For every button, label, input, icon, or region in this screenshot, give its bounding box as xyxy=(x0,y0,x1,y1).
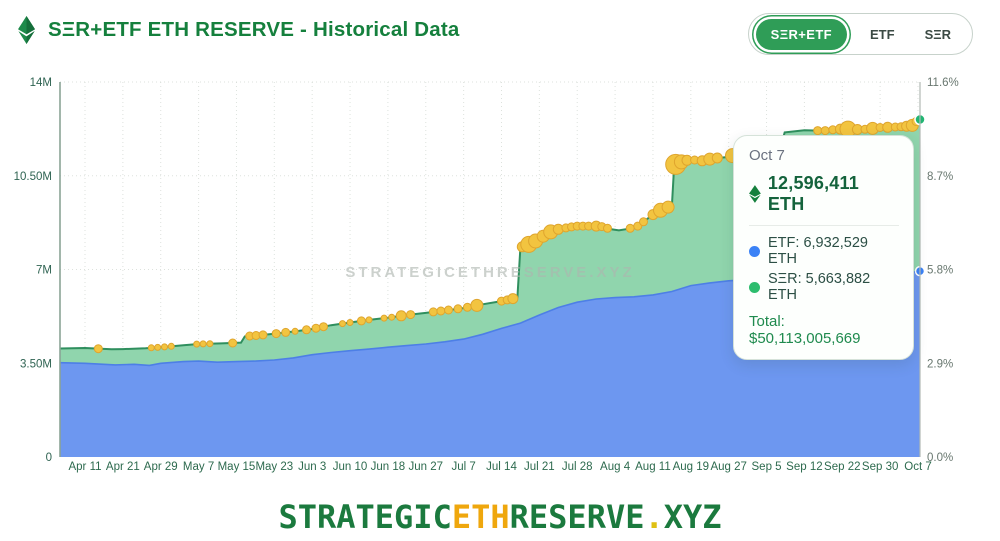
tooltip-divider xyxy=(749,225,899,226)
x-tick-label: Jul 28 xyxy=(562,461,593,473)
header: SΞR+ETF ETH RESERVE - Historical Data xyxy=(18,16,460,44)
y-right-tick-label: 2.9% xyxy=(927,358,953,370)
announcement-marker-dot xyxy=(302,325,311,335)
page-title: SΞR+ETF ETH RESERVE - Historical Data xyxy=(48,18,460,41)
announcement-marker-dot xyxy=(161,343,168,351)
announcement-marker-dot xyxy=(453,304,463,314)
footer-segment: XYZ xyxy=(663,498,722,536)
announcement-marker-dot xyxy=(258,330,268,340)
y-left-tick-label: 0 xyxy=(46,452,52,464)
x-tick-label: Aug 19 xyxy=(673,461,709,473)
x-tick-label: Aug 11 xyxy=(635,461,671,473)
x-tick-label: Oct 7 xyxy=(904,461,931,473)
y-left-tick-label: 3.50M xyxy=(20,358,52,370)
announcement-marker-dot xyxy=(444,305,453,315)
etf-legend-dot xyxy=(749,245,760,257)
y-right-tick-label: 5.8% xyxy=(927,265,953,277)
y-right-tick-label: 8.7% xyxy=(927,171,953,183)
announcement-marker-dot xyxy=(380,314,388,322)
x-tick-label: Sep 22 xyxy=(824,461,860,473)
announcement-marker-dot xyxy=(661,200,675,214)
x-tick-label: Jun 18 xyxy=(371,461,406,473)
announcement-marker-dot xyxy=(462,302,472,312)
x-tick-label: Aug 4 xyxy=(600,461,631,473)
x-tick-label: Jul 21 xyxy=(524,461,555,473)
announcement-marker-dot xyxy=(356,316,366,326)
announcement-marker-dot xyxy=(271,329,281,339)
announcement-marker-dot xyxy=(470,298,484,312)
ser-legend-dot xyxy=(749,281,760,293)
announcement-marker-dot xyxy=(603,223,612,233)
eth-diamond-icon xyxy=(749,185,761,203)
tooltip-total-eth: 12,596,411 ETH xyxy=(767,173,859,214)
announcement-marker-dot xyxy=(311,323,321,333)
x-tick-label: Jul 14 xyxy=(486,461,517,473)
x-tick-label: May 15 xyxy=(218,461,256,473)
announcement-marker-dot xyxy=(406,310,416,320)
announcement-marker-dot xyxy=(639,217,648,227)
y-left-tick-label: 7M xyxy=(36,265,52,277)
announcement-marker-dot xyxy=(167,342,175,350)
footer-segment: STRATEGIC xyxy=(278,498,452,536)
announcement-marker-dot xyxy=(820,126,830,136)
x-tick-label: May 23 xyxy=(255,461,293,473)
announcement-marker-dot xyxy=(319,322,328,332)
announcement-marker-dot xyxy=(193,340,201,348)
x-tick-label: Jul 7 xyxy=(451,461,475,473)
ethereum-logo-icon xyxy=(18,16,35,44)
tooltip-ser-value: SΞR: 5,663,882 ETH xyxy=(768,271,871,303)
x-tick-label: Sep 30 xyxy=(862,461,898,473)
toggle-ser-etf-button[interactable]: SΞR+ETF xyxy=(755,18,847,50)
announcement-marker-dot xyxy=(346,319,354,326)
y-left-tick-label: 14M xyxy=(30,77,52,89)
announcement-marker-dot xyxy=(625,223,635,233)
footer-segment: RESERVE xyxy=(509,498,645,536)
chart-tooltip: Oct 7 12,596,411 ETH ETF: 6,932,529 ETH … xyxy=(733,135,914,360)
announcement-marker-dot xyxy=(281,327,291,337)
announcement-marker-dot xyxy=(365,316,373,324)
x-tick-label: Jun 27 xyxy=(409,461,444,473)
tooltip-date: Oct 7 xyxy=(749,147,785,164)
announcement-marker-dot xyxy=(711,152,723,164)
announcement-marker-dot xyxy=(206,340,214,348)
etf-area xyxy=(60,271,921,457)
x-tick-label: Apr 29 xyxy=(144,461,178,473)
x-tick-label: May 7 xyxy=(183,461,214,473)
site-footer-logo: STRATEGICETHRESERVE.XYZ xyxy=(0,498,1000,536)
announcement-marker-dot xyxy=(147,344,155,352)
announcement-marker-dot xyxy=(93,344,103,354)
y-left-tick-label: 10.50M xyxy=(14,171,52,183)
tooltip-total-usd: Total: $50,113,005,669 xyxy=(749,313,861,347)
toggle-ser-button[interactable]: SΞR xyxy=(910,19,966,49)
footer-segment: ETH xyxy=(451,498,510,536)
ser-area xyxy=(60,119,921,366)
announcement-marker-dot xyxy=(813,126,823,136)
announcement-marker-dot xyxy=(339,320,346,328)
x-tick-label: Sep 5 xyxy=(752,461,782,473)
announcement-marker-dot xyxy=(428,307,438,317)
tooltip-etf-value: ETF: 6,932,529 ETH xyxy=(768,235,868,267)
toggle-etf-button[interactable]: ETF xyxy=(855,19,910,49)
announcement-marker-dot xyxy=(291,327,299,335)
y-right-tick-label: 0.0% xyxy=(927,452,953,464)
view-toggle-group: SΞR+ETF ETF SΞR xyxy=(747,13,973,55)
x-tick-label: Apr 21 xyxy=(106,461,140,473)
footer-segment: . xyxy=(644,498,664,536)
announcement-marker-dot xyxy=(228,338,238,348)
x-tick-label: Aug 27 xyxy=(710,461,746,473)
y-right-tick-label: 11.6% xyxy=(927,77,959,89)
announcement-marker-dot xyxy=(507,293,519,305)
x-tick-label: Apr 11 xyxy=(68,461,101,473)
announcement-marker-dot xyxy=(154,343,162,351)
announcement-marker-dot xyxy=(436,306,446,316)
announcement-marker-dot xyxy=(199,340,207,348)
announcement-marker-dot xyxy=(395,310,407,322)
x-tick-label: Sep 12 xyxy=(786,461,822,473)
announcement-marker-dot xyxy=(388,313,396,321)
x-tick-label: Jun 10 xyxy=(333,461,368,473)
x-tick-label: Jun 3 xyxy=(298,461,326,473)
